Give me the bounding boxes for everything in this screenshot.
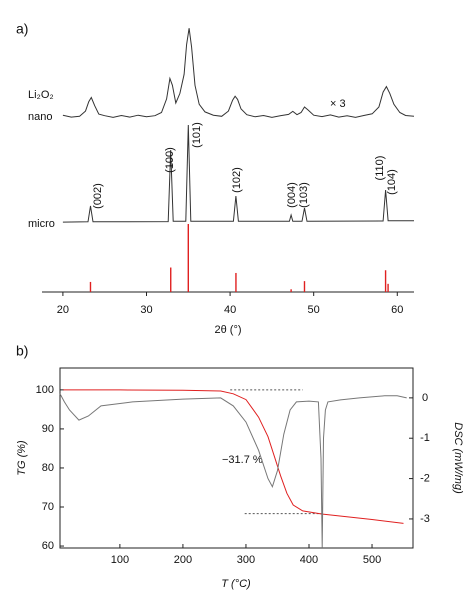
y2-tick-label: -3 bbox=[420, 513, 430, 525]
peak-label: (002) bbox=[92, 183, 104, 209]
y2-tick-label: -1 bbox=[420, 432, 430, 444]
y-tick-label: 60 bbox=[42, 540, 54, 552]
peak-label: (104) bbox=[386, 169, 398, 195]
peak-label: (100) bbox=[164, 147, 176, 173]
x-tick-label: 200 bbox=[174, 554, 192, 566]
peak-label: (103) bbox=[298, 182, 310, 208]
x-tick-label: 500 bbox=[363, 554, 381, 566]
y-axis-label: TG (%) bbox=[16, 440, 28, 476]
panel-label: b) bbox=[16, 343, 28, 359]
x-axis-label: T (°C) bbox=[221, 578, 251, 590]
data-line bbox=[59, 393, 407, 548]
peak-label: (004) bbox=[286, 182, 298, 208]
x-tick-label: 50 bbox=[308, 304, 320, 316]
y-tick-label: 80 bbox=[42, 462, 54, 474]
x-tick-label: 100 bbox=[111, 554, 129, 566]
y2-axis-label: DSC (mW/mg) bbox=[452, 422, 464, 494]
x-tick-label: 30 bbox=[140, 304, 152, 316]
peak-label: (102) bbox=[231, 167, 243, 193]
series-label: nano bbox=[28, 111, 52, 123]
x-tick-label: 20 bbox=[57, 304, 69, 316]
x-axis-label: 2θ (°) bbox=[214, 324, 241, 336]
peak-label: (101) bbox=[191, 122, 203, 148]
data-line bbox=[62, 28, 415, 118]
x-tick-label: 60 bbox=[391, 304, 403, 316]
panel-label: a) bbox=[16, 21, 28, 37]
data-line bbox=[62, 124, 414, 223]
x-tick-label: 40 bbox=[224, 304, 236, 316]
data-line bbox=[63, 389, 404, 524]
peak-label: (110) bbox=[374, 156, 386, 181]
y2-tick-label: 0 bbox=[422, 392, 428, 404]
scale-note: × 3 bbox=[330, 98, 346, 110]
plot-frame bbox=[59, 367, 414, 549]
y-tick-label: 70 bbox=[42, 501, 54, 513]
y2-tick-label: -2 bbox=[420, 472, 430, 484]
y-tick-label: 90 bbox=[42, 423, 54, 435]
y-tick-label: 100 bbox=[36, 384, 54, 396]
annotation: −31.7 % bbox=[222, 454, 263, 466]
x-tick-label: 400 bbox=[300, 554, 318, 566]
x-tick-label: 300 bbox=[237, 554, 255, 566]
sample-label: Li₂O₂ bbox=[28, 89, 54, 101]
series-label: micro bbox=[28, 218, 55, 230]
